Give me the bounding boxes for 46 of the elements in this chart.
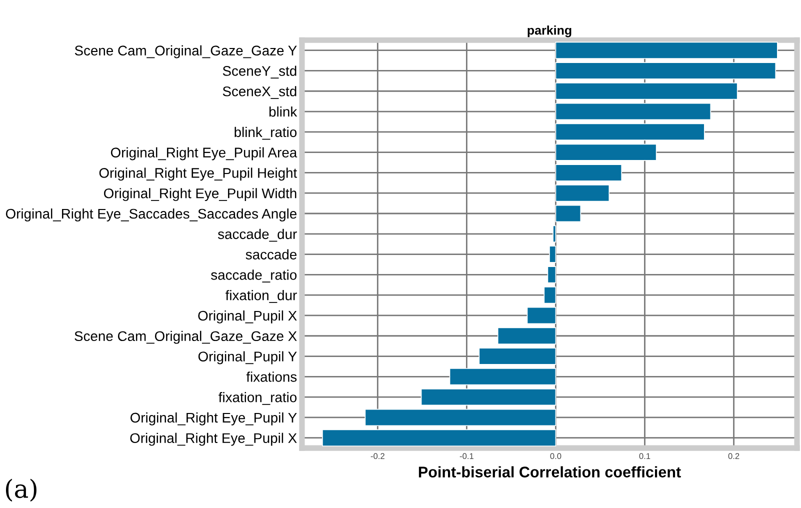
y-tick-label: saccade_dur (218, 228, 297, 242)
y-tick-label: Scene Cam_Original_Gaze_Gaze X (74, 330, 297, 344)
y-tick-label: fixations (246, 372, 297, 382)
bar (549, 246, 556, 263)
chart-title: parking (528, 26, 572, 38)
bar (555, 144, 657, 161)
bar (364, 408, 556, 426)
y-tick-label: Original_Right Eye_Pupil Width (104, 188, 296, 202)
bar (555, 82, 738, 100)
x-tick-label: 0.1 (639, 453, 650, 460)
y-tick-label: Original_Pupil X (198, 310, 297, 324)
x-tick-label: -0.2 (370, 453, 384, 460)
bar (547, 266, 556, 284)
y-tick-label: SceneY_std (222, 66, 296, 79)
bar (497, 327, 556, 344)
y-tick-label: Original_Right Eye_Saccades_Saccades Angle (6, 208, 297, 222)
y-tick-label: saccade (246, 249, 296, 260)
x-tick-label: 0.0 (550, 453, 562, 460)
bar (555, 123, 705, 140)
bar (544, 286, 556, 304)
bar (449, 368, 556, 386)
bar (555, 102, 712, 120)
y-tick-label: fixation_ratio (218, 392, 297, 405)
x-axis-title: Point-biserial Correlation coefficient (418, 466, 681, 478)
y-tick-label: Original_Right Eye_Pupil Area (110, 147, 298, 160)
x-tick-label: 0.2 (728, 453, 740, 460)
x-tick-label: -0.1 (460, 453, 474, 460)
bar (555, 62, 776, 80)
y-tick-label: Original_Right Eye_Pupil Height (99, 168, 298, 181)
y-tick-label: blink (269, 106, 298, 117)
y-tick-label: Original_Right Eye_Pupil Y (130, 412, 297, 426)
bar (552, 225, 556, 242)
y-tick-label: saccade_ratio (211, 270, 297, 282)
y-tick-label: Scene Cam_Original_Gaze_Gaze Y (74, 45, 297, 58)
bar (420, 388, 556, 406)
bar (555, 164, 622, 182)
bar (555, 184, 610, 202)
text: (a) (6, 478, 36, 502)
y-tick-label: Original_Right Eye_Pupil X (130, 432, 297, 446)
y-tick-label: blink_ratio (234, 126, 297, 140)
y-tick-label: SceneX_std (222, 86, 296, 99)
bar (526, 306, 556, 324)
y-tick-label: fixation_dur (226, 290, 297, 303)
bar (555, 204, 582, 222)
bar (478, 348, 556, 365)
y-tick-label: Original_Pupil Y (198, 351, 297, 364)
